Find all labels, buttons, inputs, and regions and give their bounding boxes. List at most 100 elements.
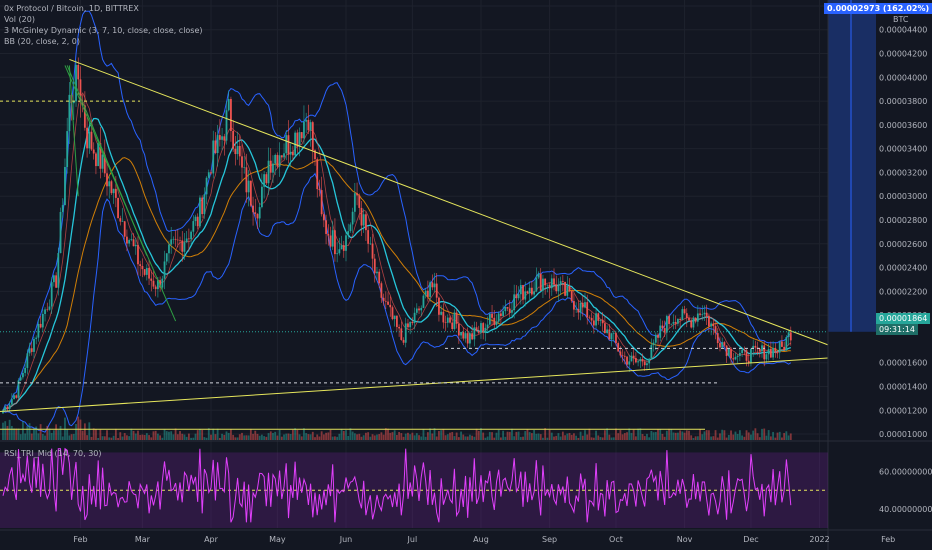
x-tick-label: Dec: [743, 535, 758, 544]
candle-body: [272, 163, 274, 173]
currency-label: BTC: [893, 15, 909, 24]
candle-body: [35, 337, 38, 339]
volume-bar: [276, 435, 279, 440]
candle-body: [59, 211, 62, 254]
volume-bar: [216, 428, 219, 440]
bollinger-indicator-label[interactable]: BB (20, close, 2, 0): [4, 37, 80, 46]
candle-body: [280, 155, 283, 158]
volume-bar: [389, 432, 392, 440]
candle-body: [199, 197, 201, 227]
candle-body: [245, 167, 248, 193]
candle-body: [409, 321, 412, 328]
candle-body: [90, 131, 93, 150]
candle-body: [218, 135, 221, 140]
candle-body: [263, 174, 266, 187]
volume-bar: [26, 425, 29, 440]
x-tick-label: Nov: [677, 535, 693, 544]
volume-bar: [727, 434, 730, 440]
candle-body: [581, 302, 584, 308]
candle-body: [296, 132, 299, 147]
volume-bar: [163, 429, 166, 440]
volume-bar: [187, 433, 190, 440]
candle-body: [192, 221, 195, 232]
volume-bar: [398, 432, 401, 440]
candle-body: [247, 180, 250, 193]
volume-bar: [334, 436, 336, 440]
volume-bar: [132, 430, 135, 440]
candle-body: [668, 315, 670, 324]
volume-bar: [322, 434, 325, 440]
candle-body: [187, 238, 190, 240]
volume-bar: [703, 431, 706, 440]
candle-body: [475, 327, 478, 332]
volume-bar: [634, 436, 637, 440]
volume-bar: [772, 431, 774, 440]
volume-bar: [608, 434, 611, 440]
candle-body: [201, 197, 204, 215]
volume-bar: [663, 436, 666, 440]
candle-body: [269, 160, 272, 173]
volume-bar: [269, 431, 272, 440]
candle-body: [2, 410, 4, 414]
candle-body: [752, 345, 755, 349]
candle-body: [139, 264, 142, 267]
candle-body: [612, 333, 615, 334]
candle-body: [637, 361, 639, 363]
candle-body: [526, 291, 529, 294]
volume-bar: [351, 431, 354, 440]
candle-body: [274, 154, 277, 164]
volume-bar: [185, 436, 188, 440]
volume-bar: [46, 425, 49, 440]
candle-body: [369, 243, 372, 245]
volume-bar: [732, 434, 735, 440]
candle-body: [287, 135, 290, 155]
candle-body: [511, 310, 513, 313]
volume-bar: [64, 417, 66, 440]
candle-body: [154, 286, 157, 290]
candle-body: [714, 326, 717, 334]
volume-bar: [765, 435, 768, 440]
candle-body: [705, 312, 708, 316]
candle-body: [413, 312, 416, 324]
candle-body: [628, 361, 631, 365]
candle-body: [395, 315, 398, 327]
candle-body: [46, 309, 49, 311]
rsi-indicator-label[interactable]: RSI_TRI_Mid (14, 70, 30): [4, 449, 102, 458]
volume-bar: [289, 434, 292, 440]
candle-body: [13, 395, 15, 400]
volume-bar: [15, 428, 18, 440]
candle-body: [787, 332, 790, 338]
volume-bar: [234, 437, 237, 440]
x-tick-label: May: [269, 535, 286, 544]
candle-body: [738, 353, 741, 356]
volume-indicator-label[interactable]: Vol (20): [4, 15, 35, 24]
volume-bar: [475, 428, 478, 440]
volume-bar: [767, 430, 770, 440]
volume-bar: [524, 431, 527, 440]
mcginley-indicator-label[interactable]: 3 McGinley Dynamic (3, 7, 10, close, clo…: [4, 26, 203, 35]
candle-body: [223, 136, 226, 141]
y-tick-label: 0.00002400: [879, 264, 927, 273]
candle-body: [435, 283, 438, 298]
y-tick-label: 0.00003600: [879, 121, 927, 130]
volume-bar: [83, 423, 86, 440]
y-tick-label: 0.00003800: [879, 97, 927, 106]
candle-body: [360, 207, 363, 226]
volume-bar: [548, 429, 551, 440]
candle-body: [316, 159, 319, 190]
volume-bar: [196, 430, 199, 440]
volume-bar: [610, 437, 613, 440]
candle-body: [462, 331, 465, 339]
candle-body: [776, 351, 779, 353]
candle-body: [778, 341, 781, 353]
volume-bar: [55, 424, 58, 440]
volume-bar: [581, 435, 584, 440]
volume-bar: [336, 436, 339, 440]
volume-bar: [504, 436, 507, 440]
volume-bar: [157, 433, 159, 440]
volume-bar: [199, 429, 201, 440]
symbol-title[interactable]: 0x Protocol / Bitcoin, 1D, BITTREX: [4, 4, 139, 13]
volume-bar: [13, 428, 15, 440]
volume-bar: [683, 432, 686, 440]
